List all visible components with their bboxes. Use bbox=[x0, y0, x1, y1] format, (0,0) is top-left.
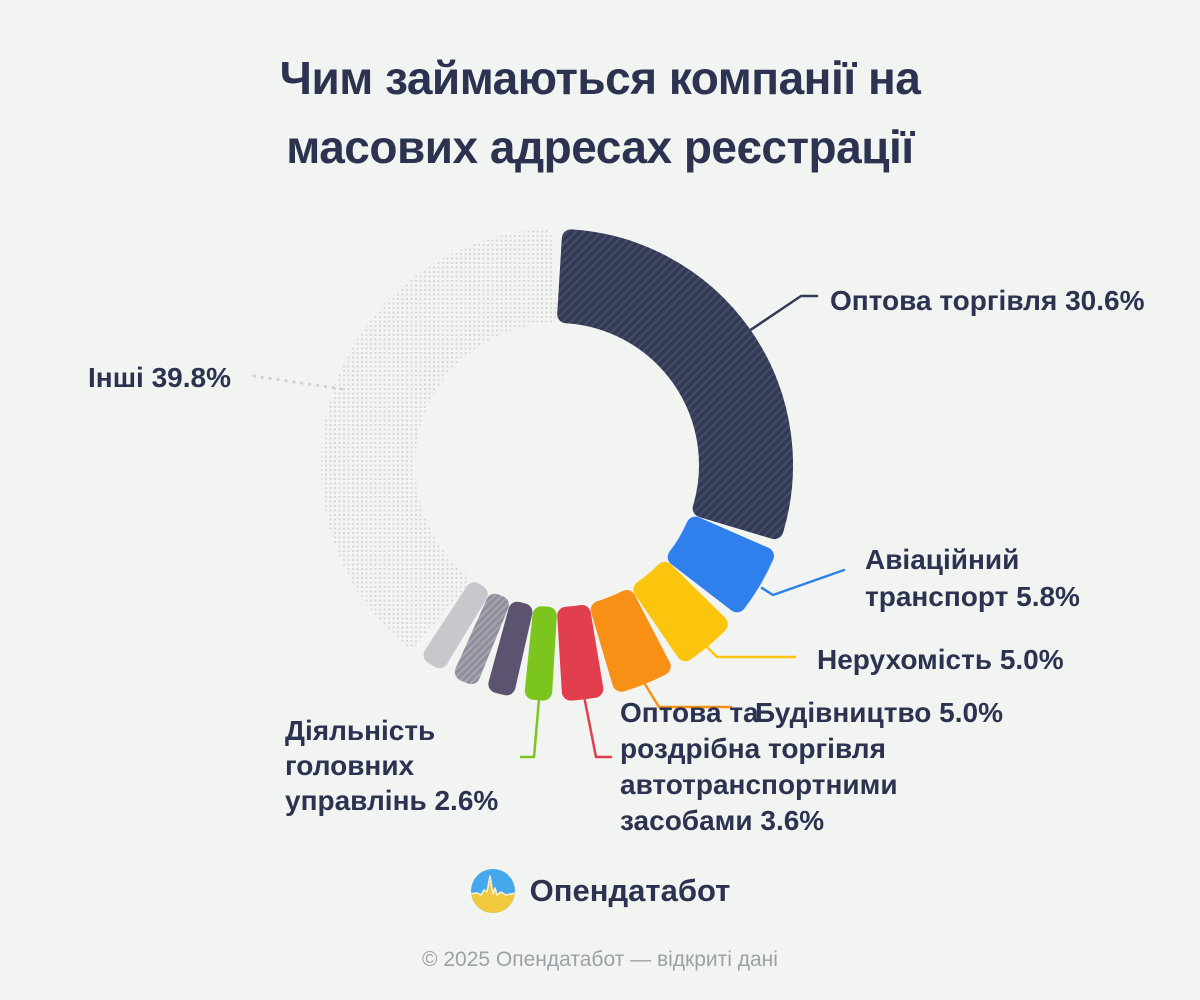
callout-holovni-upravlinnia: Діяльність головних управлінь 2.6% bbox=[285, 713, 498, 818]
callout-avtotransport: Оптова та роздрібна торгівля автотранспо… bbox=[620, 695, 898, 839]
donut-segment-1-оптова bbox=[557, 229, 793, 540]
callout-line: Нерухомість 5.0% bbox=[817, 644, 1064, 675]
donut-segment-5-оптова bbox=[557, 604, 604, 701]
callout-optova-torhivlia: Оптова торгівля 30.6% bbox=[830, 283, 1144, 319]
callout-inshi: Інші 39.8% bbox=[88, 360, 231, 396]
callout-line: Інші 39.8% bbox=[88, 362, 231, 393]
leader-holovni-upravlinnia bbox=[519, 697, 541, 759]
callout-line: головних bbox=[285, 750, 415, 781]
callout-line: транспорт 5.8% bbox=[865, 581, 1080, 612]
leader-lines bbox=[252, 294, 846, 759]
leader-inshi bbox=[252, 374, 344, 391]
callout-budivnytstvo: Будівництво 5.0% bbox=[755, 695, 1003, 731]
donut-segment-4-будівництво bbox=[590, 589, 671, 692]
donut-segments bbox=[321, 229, 793, 701]
leader-avtotransport bbox=[582, 694, 613, 759]
callout-line: засобами 3.6% bbox=[620, 805, 825, 836]
donut-segment-9 bbox=[423, 582, 488, 669]
callout-nerukhomist: Нерухомість 5.0% bbox=[817, 642, 1064, 678]
donut-segment-2-авіаційний bbox=[667, 516, 774, 613]
callout-line: управлінь 2.6% bbox=[285, 785, 499, 816]
chart-title: Чим займаються компанії на масових адрес… bbox=[0, 44, 1200, 182]
callout-line: роздрібна торгівля bbox=[620, 733, 886, 764]
callout-line: Діяльність bbox=[285, 715, 436, 746]
callout-line: Оптова та bbox=[620, 697, 759, 728]
donut-segment-7 bbox=[488, 601, 533, 696]
leader-aviatsiinyi-transport bbox=[760, 568, 846, 597]
donut-segment-3-нерухомість bbox=[633, 561, 728, 662]
callout-line: автотранспортними bbox=[620, 769, 898, 800]
brand-name: Опендатабот bbox=[529, 873, 731, 908]
callout-aviatsiinyi-transport: Авіаційний транспорт 5.8% bbox=[865, 541, 1080, 615]
callout-line: Будівництво 5.0% bbox=[755, 697, 1003, 728]
donut-segment-6-діяльність bbox=[524, 606, 557, 701]
leader-budivnytstvo bbox=[641, 679, 733, 709]
leader-optova-torhivlia bbox=[744, 294, 819, 335]
chart-title-line-1: Чим займаються компанії на bbox=[279, 52, 921, 104]
donut-segment-10-інші bbox=[321, 229, 557, 648]
callout-line: Оптова торгівля 30.6% bbox=[830, 285, 1145, 316]
chart-title-line-2: масових адресах реєстрації bbox=[286, 121, 914, 173]
leader-nerukhomist bbox=[702, 642, 797, 659]
donut-segment-8 bbox=[454, 593, 509, 685]
callout-line: Авіаційний bbox=[865, 544, 1020, 575]
brand-row: Опендатабот bbox=[0, 868, 1200, 914]
copyright-text: © 2025 Опендатабот — відкриті дані bbox=[422, 948, 778, 971]
opendatabot-logo-icon bbox=[470, 869, 515, 913]
